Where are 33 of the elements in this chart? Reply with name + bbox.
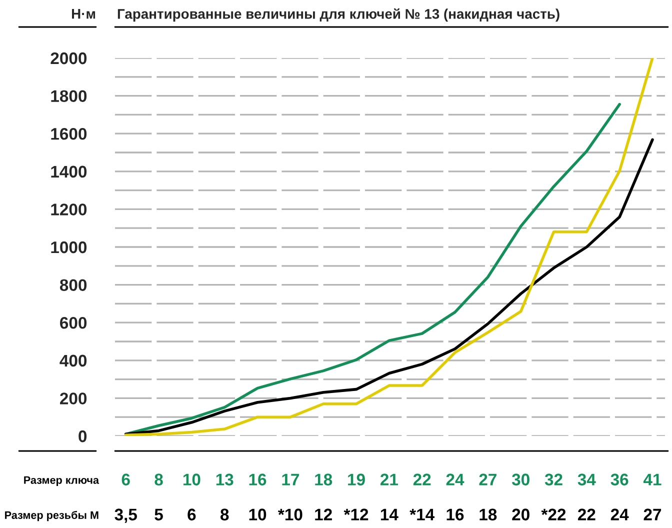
y-tick-label: 1200	[51, 204, 87, 216]
category-label: 21 14	[380, 474, 398, 520]
category-label: 24 16	[446, 474, 464, 520]
category-label: 13 8	[216, 474, 234, 520]
y-tick-label: 1800	[51, 90, 87, 102]
line-series	[124, 58, 654, 436]
y-tick-label: 800	[60, 279, 87, 292]
category-label: 30 20	[512, 474, 530, 520]
category-label: 18 12	[315, 474, 332, 520]
category-label: 27 18	[479, 474, 497, 520]
category-label: 10 6	[183, 474, 200, 520]
category-label: 36 24	[610, 474, 629, 520]
text: Размер ключа Размер резьбы M	[5, 476, 100, 522]
y-tick-label: 1400	[51, 166, 87, 178]
category-label: 6 3,5	[114, 474, 137, 523]
category-label: 19 *12	[344, 474, 368, 520]
y-tick-label: 1000	[51, 241, 87, 254]
y-tick-label: 400	[60, 354, 87, 367]
y-tick-label: 2000	[50, 52, 87, 64]
category-label: 16 10	[249, 474, 266, 520]
line-series	[124, 138, 654, 436]
category-label: 41 27	[643, 474, 662, 520]
y-tick-label: 1600	[51, 128, 87, 140]
y-tick-label: 600	[60, 317, 87, 329]
category-label: 17 *10	[278, 474, 302, 520]
y-axis-title: Н·м	[72, 9, 96, 19]
category-label: 22 *14	[410, 474, 435, 520]
category-label: 34 22	[578, 474, 596, 520]
y-tick-label: 0	[78, 430, 87, 442]
chart-title: Гарантированные величины для ключей № 13 (накидная часть)	[118, 8, 560, 22]
category-label: 8 5	[154, 474, 163, 520]
y-tick-label: 200	[60, 392, 87, 404]
category-label: 32 *22	[541, 474, 566, 520]
